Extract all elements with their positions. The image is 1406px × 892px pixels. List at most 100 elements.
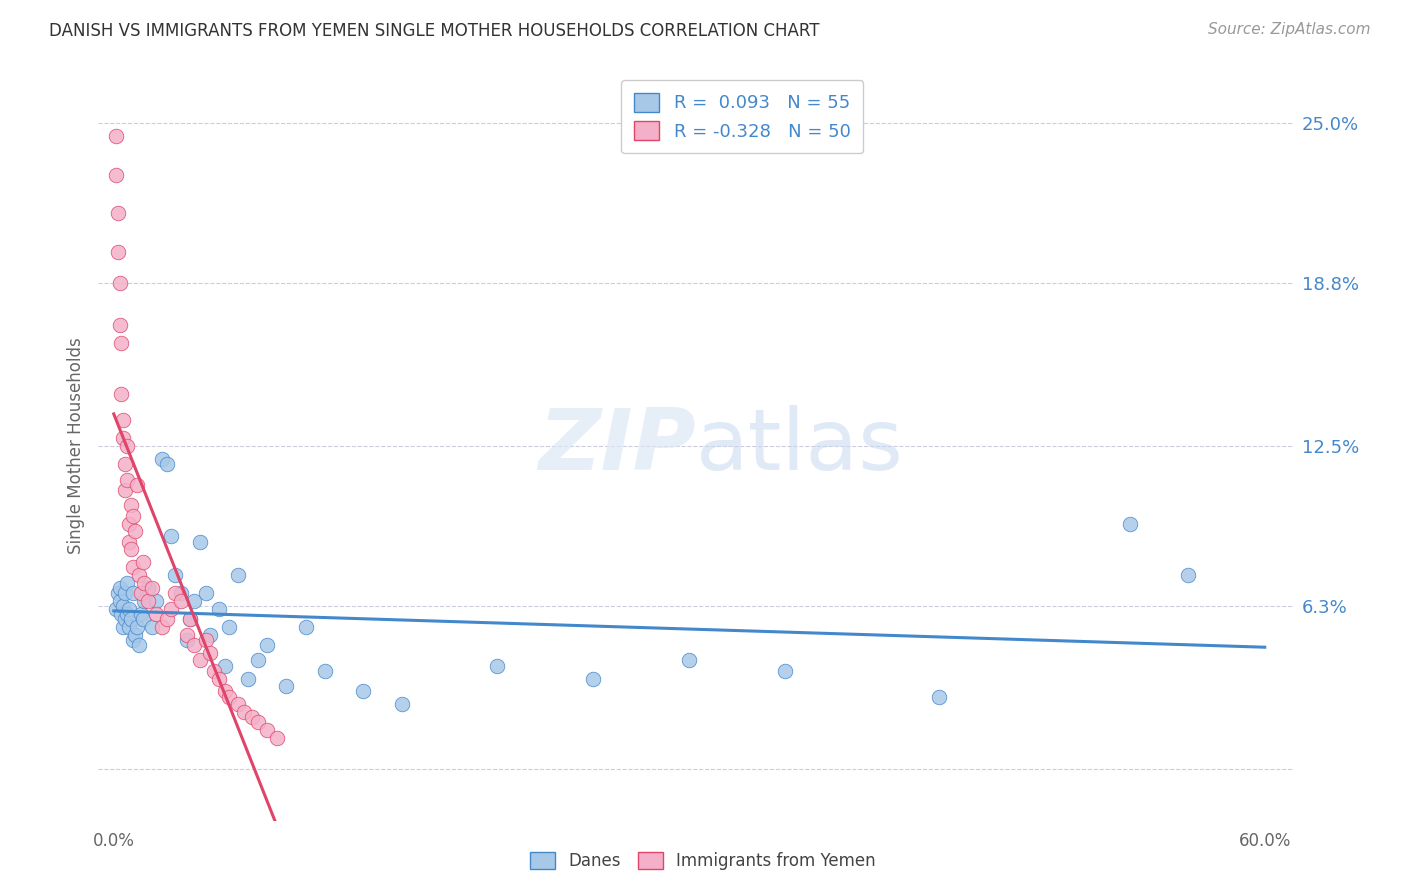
Point xyxy=(276,679,298,693)
Point xyxy=(156,457,179,471)
Point xyxy=(294,620,316,634)
Text: Source: ZipAtlas.com: Source: ZipAtlas.com xyxy=(1208,22,1371,37)
Point xyxy=(115,439,138,453)
Point xyxy=(104,601,127,615)
Point xyxy=(108,594,131,608)
Point xyxy=(194,632,217,647)
Point xyxy=(125,477,148,491)
Point xyxy=(108,318,131,332)
Point xyxy=(256,638,278,652)
Point xyxy=(122,586,145,600)
Point xyxy=(108,277,131,291)
Legend: R =  0.093   N = 55, R = -0.328   N = 50: R = 0.093 N = 55, R = -0.328 N = 50 xyxy=(621,80,863,153)
Point xyxy=(124,627,146,641)
Point xyxy=(145,607,167,621)
Legend: Danes, Immigrants from Yemen: Danes, Immigrants from Yemen xyxy=(523,845,883,877)
Point xyxy=(129,586,152,600)
Point xyxy=(112,620,135,634)
Point xyxy=(256,723,278,738)
Point xyxy=(156,612,179,626)
Point xyxy=(118,601,141,615)
Point xyxy=(928,690,950,704)
Point xyxy=(110,607,132,621)
Point xyxy=(198,627,221,641)
Point xyxy=(582,672,605,686)
Point xyxy=(112,413,135,427)
Point xyxy=(160,529,183,543)
Point xyxy=(128,638,150,652)
Point xyxy=(128,568,150,582)
Point xyxy=(118,620,141,634)
Point xyxy=(107,586,129,600)
Point xyxy=(266,731,288,745)
Point xyxy=(107,206,129,220)
Point xyxy=(150,620,173,634)
Text: atlas: atlas xyxy=(696,404,904,488)
Point xyxy=(228,568,250,582)
Point xyxy=(391,698,413,712)
Point xyxy=(112,599,135,614)
Point xyxy=(188,534,211,549)
Point xyxy=(179,612,201,626)
Point xyxy=(141,581,163,595)
Point xyxy=(108,581,131,595)
Point xyxy=(678,653,700,667)
Point xyxy=(134,576,156,591)
Point xyxy=(136,581,159,595)
Point xyxy=(1119,516,1142,531)
Point xyxy=(1177,568,1199,582)
Point xyxy=(352,684,374,698)
Point xyxy=(486,658,509,673)
Point xyxy=(233,705,256,719)
Point xyxy=(214,658,236,673)
Point xyxy=(145,594,167,608)
Point xyxy=(214,684,236,698)
Point xyxy=(246,715,269,730)
Point xyxy=(136,594,159,608)
Point xyxy=(110,335,132,350)
Point xyxy=(170,594,193,608)
Point xyxy=(179,612,201,626)
Point xyxy=(114,612,136,626)
Point xyxy=(124,524,146,539)
Point xyxy=(236,672,259,686)
Point xyxy=(183,638,205,652)
Point xyxy=(314,664,336,678)
Point xyxy=(114,586,136,600)
Point xyxy=(208,672,231,686)
Point xyxy=(208,601,231,615)
Point xyxy=(122,632,145,647)
Point xyxy=(120,542,142,557)
Point xyxy=(129,607,152,621)
Point xyxy=(118,516,141,531)
Point xyxy=(122,508,145,523)
Point xyxy=(115,576,138,591)
Point xyxy=(115,473,138,487)
Point xyxy=(194,586,217,600)
Point xyxy=(112,431,135,445)
Point xyxy=(218,620,240,634)
Point xyxy=(118,534,141,549)
Point xyxy=(198,646,221,660)
Point xyxy=(228,698,250,712)
Point xyxy=(134,594,156,608)
Point xyxy=(125,620,148,634)
Point xyxy=(240,710,263,724)
Y-axis label: Single Mother Households: Single Mother Households xyxy=(67,338,86,554)
Point xyxy=(150,451,173,466)
Point xyxy=(170,586,193,600)
Point xyxy=(110,387,132,401)
Point xyxy=(104,168,127,182)
Point xyxy=(141,620,163,634)
Point xyxy=(114,483,136,497)
Point xyxy=(104,128,127,143)
Point xyxy=(107,245,129,260)
Point xyxy=(202,664,225,678)
Point xyxy=(246,653,269,667)
Point xyxy=(120,612,142,626)
Point xyxy=(176,632,198,647)
Point xyxy=(115,607,138,621)
Point xyxy=(218,690,240,704)
Point xyxy=(122,560,145,574)
Text: ZIP: ZIP xyxy=(538,404,696,488)
